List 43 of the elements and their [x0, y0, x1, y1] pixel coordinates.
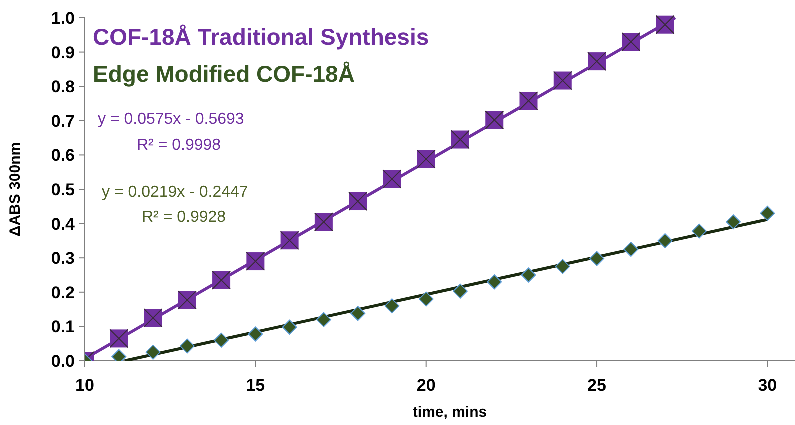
- annotation: y = 0.0575x - 0.5693: [98, 111, 244, 128]
- y-tick-label: 0.9: [51, 43, 75, 62]
- point: [760, 206, 776, 222]
- text: COF-18Å Traditional Synthesis: [93, 24, 430, 50]
- point: [692, 224, 707, 239]
- point: [624, 242, 639, 258]
- x-axis-title: time, mins: [412, 404, 488, 421]
- point: [316, 312, 332, 328]
- y-tick-label: 0.6: [51, 146, 75, 166]
- point: [521, 268, 536, 283]
- x-tick-label: 20: [416, 376, 436, 395]
- y-tick-label: 0.1: [51, 318, 75, 337]
- y-tick-label: 0.5: [51, 180, 75, 200]
- point: [214, 332, 230, 348]
- annotation: R² = 0.9928: [142, 209, 226, 226]
- y-tick-label: 0.2: [51, 283, 75, 302]
- point: [658, 233, 673, 248]
- point: [282, 320, 298, 335]
- x-tick-label: 15: [246, 376, 266, 395]
- point: [452, 284, 468, 299]
- point: [146, 344, 161, 360]
- x-tick-label: 10: [76, 376, 94, 395]
- annotation: R² = 0.9998: [137, 137, 222, 154]
- point: [590, 251, 605, 266]
- point: [350, 306, 366, 322]
- y-tick-label: 0.0: [51, 352, 75, 371]
- point: [726, 214, 742, 230]
- y-tick-label: 0.4: [51, 214, 76, 234]
- point: [180, 338, 195, 354]
- point: [248, 326, 264, 342]
- y-tick-label: 0.8: [51, 78, 75, 97]
- y-tick-label: 0.7: [51, 112, 75, 131]
- point: [418, 292, 434, 307]
- point: [384, 298, 400, 314]
- y-axis-title: ΔABS 300nm: [7, 142, 24, 237]
- point: [487, 274, 502, 290]
- point: [555, 259, 570, 274]
- text: Edge Modified COF-18Å: [93, 61, 355, 87]
- x-tick-label: 30: [758, 376, 778, 395]
- x-tick-label: 25: [588, 376, 606, 395]
- annotation: y = 0.0219x - 0.2447: [102, 184, 248, 201]
- y-tick-label: 1.0: [51, 8, 75, 28]
- y-tick-label: 0.3: [51, 249, 75, 268]
